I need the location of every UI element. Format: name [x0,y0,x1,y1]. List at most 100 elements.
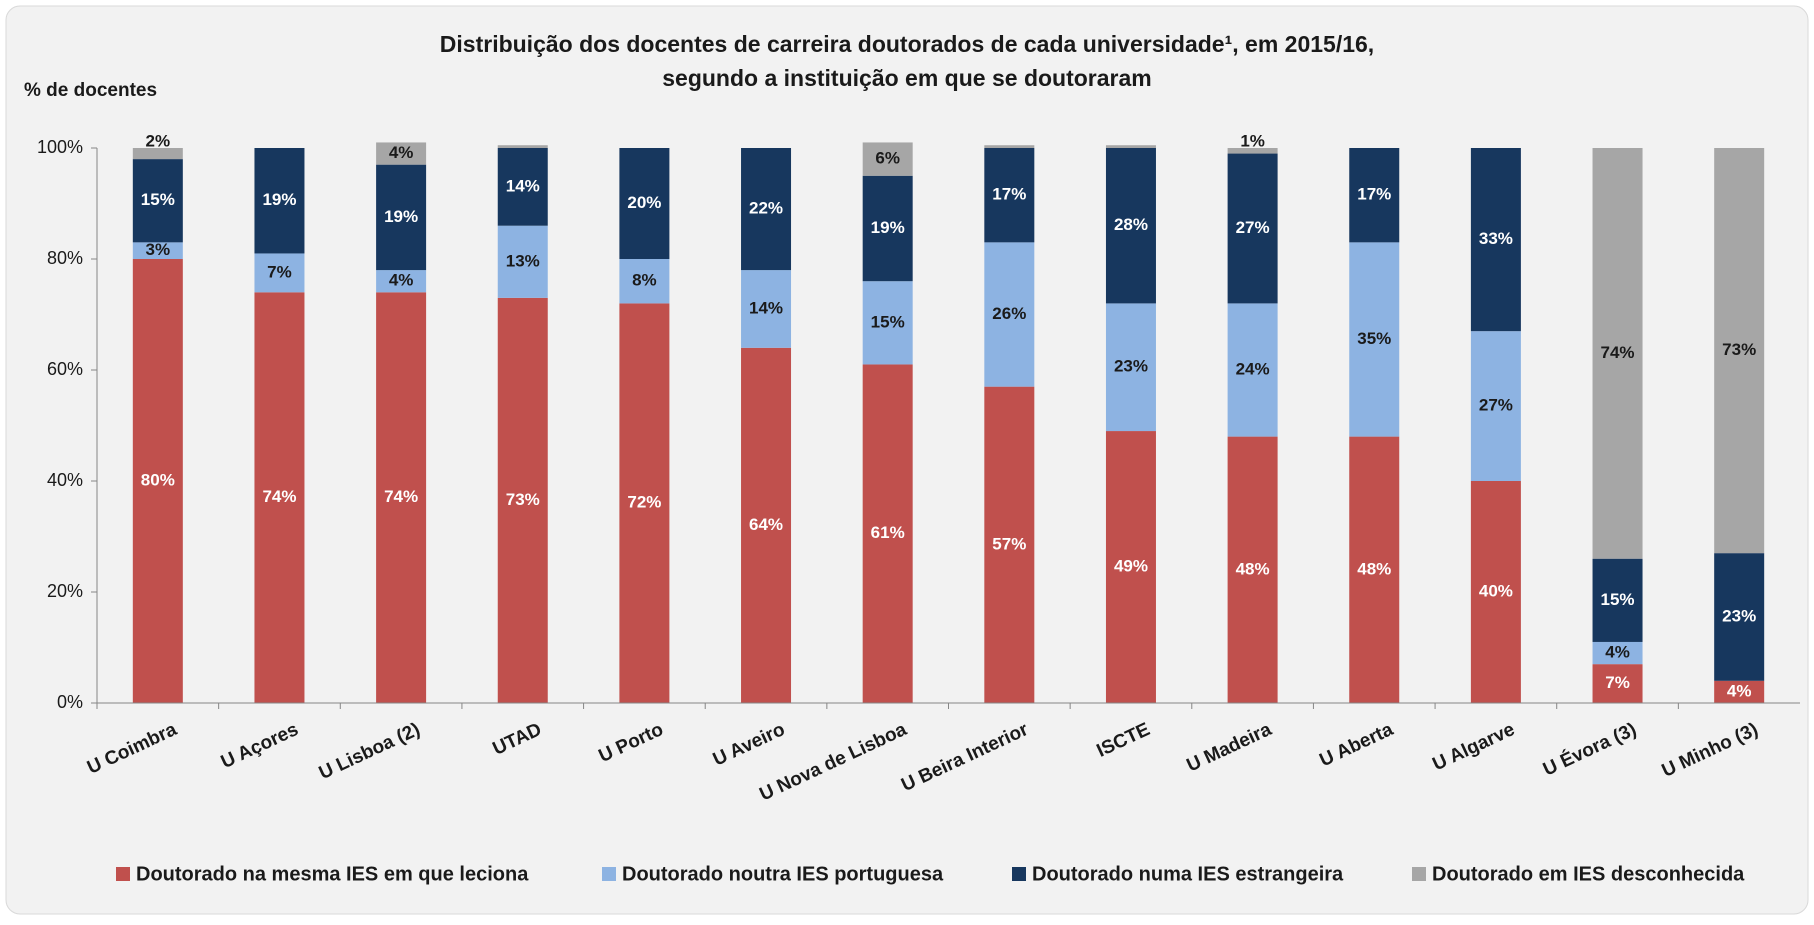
data-label: 8% [632,271,657,290]
legend-label: Doutorado na mesma IES em que leciona [136,863,529,885]
bar-segment [862,142,913,176]
data-label: 19% [871,218,905,237]
data-label: 23% [1722,606,1756,625]
data-label: 28% [1114,215,1148,234]
bar-segment [619,303,670,703]
bar-segment [497,145,548,148]
bar-segment [1105,148,1156,304]
data-label: 73% [1722,340,1756,359]
data-label: 74% [262,487,296,506]
data-label: 4% [1727,681,1752,700]
data-label: 13% [506,251,540,270]
data-label: 73% [506,490,540,509]
data-label: 72% [627,493,661,512]
data-label: 4% [389,271,414,290]
bar-segment [1349,242,1400,437]
data-label: 14% [506,176,540,195]
bar-segment [741,270,792,348]
data-label: 19% [262,190,296,209]
bar-segment [1105,145,1156,148]
data-label: 15% [141,190,175,209]
bar-segment [376,270,427,293]
data-label: 7% [267,262,292,281]
data-label: 2% [146,131,171,150]
legend-swatch [116,867,130,881]
legend-swatch [602,867,616,881]
y-tick-label: 60% [47,359,83,379]
data-label: 24% [1236,359,1270,378]
data-label: 27% [1236,218,1270,237]
bar-segment [1227,436,1278,703]
legend-swatch [1012,867,1026,881]
bar-segment [497,225,548,298]
bar-segment [376,142,427,165]
data-label: 57% [992,534,1026,553]
bar-segment [1105,303,1156,432]
bar-segment [497,148,548,226]
bar-segment [1349,436,1400,703]
data-label: 20% [627,193,661,212]
bar-segment [984,148,1035,243]
y-axis-label: % de docentes [24,80,157,101]
chart-title: segundo a instituição em que se doutorar… [662,65,1151,91]
bar-segment [1592,664,1643,703]
bar-segment [984,145,1035,148]
bar-segment [1227,303,1278,437]
bar-segment [1592,641,1643,665]
bar-segment [741,148,792,271]
data-label: 80% [141,470,175,489]
bar-segment [132,242,183,259]
bar-segment [1470,481,1521,703]
y-tick-label: 0% [57,692,83,712]
legend-swatch [1412,867,1426,881]
data-label: 7% [1605,673,1630,692]
data-label: 74% [1601,343,1635,362]
bar-segment [254,253,305,293]
bar-segment [1714,553,1765,681]
data-label: 27% [1479,396,1513,415]
y-tick-label: 100% [37,137,83,157]
bar-segment [1227,153,1278,304]
data-label: 14% [749,298,783,317]
data-label: 19% [384,207,418,226]
bar-segment [254,148,305,254]
y-tick-label: 80% [47,248,83,268]
bar-segment [1592,558,1643,642]
data-label: 17% [1357,185,1391,204]
bar-segment [1714,148,1765,554]
legend-label: Doutorado numa IES estrangeira [1032,863,1344,885]
bar-segment [1714,680,1765,703]
y-tick-label: 40% [47,470,83,490]
data-label: 4% [1605,643,1630,662]
bar-segment [619,259,670,304]
data-label: 48% [1236,559,1270,578]
bar-segment [862,281,913,365]
legend-label: Doutorado em IES desconhecida [1432,863,1745,885]
data-label: 17% [992,185,1026,204]
data-label: 15% [1601,590,1635,609]
bar-segment [132,159,183,243]
data-label: 64% [749,515,783,534]
data-label: 22% [749,199,783,218]
bar-segment [1470,148,1521,332]
data-label: 3% [146,240,171,259]
bar-segment [1349,148,1400,243]
data-label: 6% [875,149,900,168]
legend-label: Doutorado noutra IES portuguesa [622,863,944,885]
bar-segment [254,292,305,703]
data-label: 49% [1114,557,1148,576]
data-label: 40% [1479,581,1513,600]
data-label: 23% [1114,357,1148,376]
bar-segment [1105,431,1156,703]
bar-segment [1227,148,1278,154]
chart-title: Distribuição dos docentes de carreira do… [440,31,1374,57]
bar-segment [862,175,913,282]
bar-segment [376,164,427,271]
bar-segment [497,297,548,703]
bar-segment [862,364,913,703]
bar-segment [984,386,1035,703]
bar-segment [984,242,1035,387]
data-label: 74% [384,487,418,506]
data-label: 61% [871,523,905,542]
